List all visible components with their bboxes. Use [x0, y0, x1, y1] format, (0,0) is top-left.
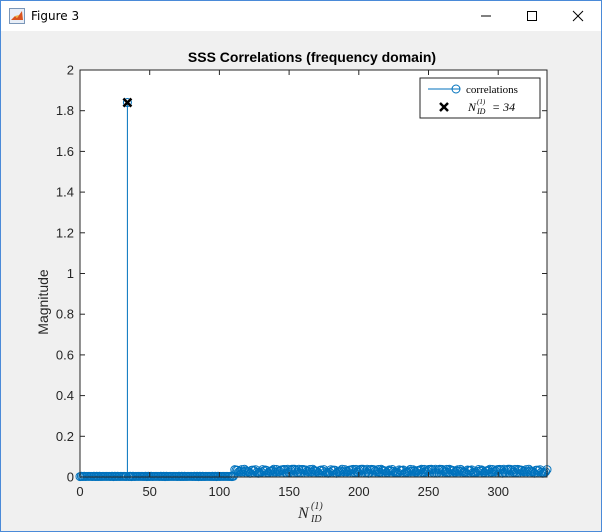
svg-text:N: N [297, 505, 310, 522]
stem-marker [410, 466, 420, 476]
stem-marker [430, 464, 440, 474]
legend-marker-correlations [451, 84, 461, 94]
y-axis-label: Magnitude [35, 269, 51, 335]
x-axis-label-base: N [297, 505, 310, 522]
stem-marker [451, 466, 461, 476]
x-tick-label: 50 [142, 484, 156, 499]
x-tick-label: 300 [487, 484, 509, 499]
figure-canvas: 0 50 100 150 200 250 300 0 0.2 0.4 0.6 0.8 1 1.2 1.4 1.… [1, 31, 601, 531]
legend-box [419, 77, 541, 119]
svg-text:ID: ID [310, 514, 322, 525]
x-tick-label: 0 [76, 484, 83, 499]
chart-title: SSS Correlations (frequency domain) [188, 49, 436, 65]
stem-marker [411, 467, 421, 477]
x-axis-label-subscript: ID [310, 514, 322, 525]
plot-area[interactable]: 0 50 100 150 200 250 300 0 0.2 0.4 0.6 0.8 1 1.2 1.4 1.… [56, 63, 552, 500]
x-axis-label-superscript: (1) [311, 501, 323, 512]
stem-marker [541, 467, 551, 477]
stem-marker [478, 466, 488, 476]
stem-marker [454, 466, 464, 476]
legend-label-nid-base: N [467, 100, 477, 114]
stem-marker [521, 465, 531, 475]
stem-marker [479, 467, 489, 477]
y-tick-label: 1.8 [56, 103, 74, 118]
y-tick-label: 1.2 [56, 225, 74, 240]
stem-marker [474, 464, 484, 474]
minimize-icon [481, 15, 491, 17]
x-tick-label: 150 [278, 484, 300, 499]
stem-marker [383, 466, 393, 476]
y-tick-label: 1 [67, 266, 74, 281]
y-tick-label: 2 [67, 63, 74, 78]
stem-marker [270, 467, 280, 477]
stem-marker [237, 465, 247, 475]
chart-svg[interactable]: 0 50 100 150 200 250 300 0 0.2 0.4 0.6 0.8 1 1.2 1.4 1.… [1, 31, 601, 531]
window-title: Figure 3 [31, 9, 80, 23]
x-tick-label: 250 [418, 484, 440, 499]
maximize-button[interactable] [509, 1, 555, 31]
close-button[interactable] [555, 1, 601, 31]
y-tick-label: 0.2 [56, 429, 74, 444]
x-marker-stroke [122, 97, 133, 108]
legend-label-nid-subscript: ID [476, 107, 486, 116]
y-tick-label: 0.4 [56, 388, 74, 403]
stem-marker [489, 467, 499, 477]
stem-marker [305, 465, 315, 475]
maximize-icon [527, 11, 537, 21]
svg-text:(1): (1) [311, 501, 323, 512]
title-bar[interactable]: Figure 3 [1, 1, 601, 31]
legend-label-correlations: correlations [466, 84, 518, 96]
detected-peak-marker [122, 97, 133, 108]
stem-marker [407, 466, 417, 476]
x-tick-label: 200 [348, 484, 370, 499]
y-tick-label: 1.6 [56, 144, 74, 159]
stem-marker [338, 467, 348, 477]
x-axis-label: N (1) ID [297, 501, 323, 525]
legend-marker-x [439, 102, 449, 112]
legend-label-nid-value: = 34 [492, 100, 515, 114]
legend-label-nid-superscript: (1) [477, 98, 486, 106]
y-tick-label: 0 [67, 470, 74, 485]
stem-marker [122, 98, 132, 108]
close-icon [572, 10, 584, 22]
stem-marker [386, 466, 396, 476]
plot-background [80, 70, 547, 477]
minimize-button[interactable] [463, 1, 509, 31]
legend: correlations N (1)ID = 34 [419, 77, 541, 119]
stem-marker [362, 464, 372, 474]
stem-marker [343, 467, 353, 477]
y-tick-label: 1.4 [56, 185, 74, 200]
x-tick-label: 100 [209, 484, 231, 499]
stem-marker [258, 465, 268, 475]
matlab-figure-icon [9, 8, 25, 24]
stem-marker [228, 471, 238, 481]
y-tick-label: 0.8 [56, 307, 74, 322]
y-tick-label: 0.6 [56, 347, 74, 362]
